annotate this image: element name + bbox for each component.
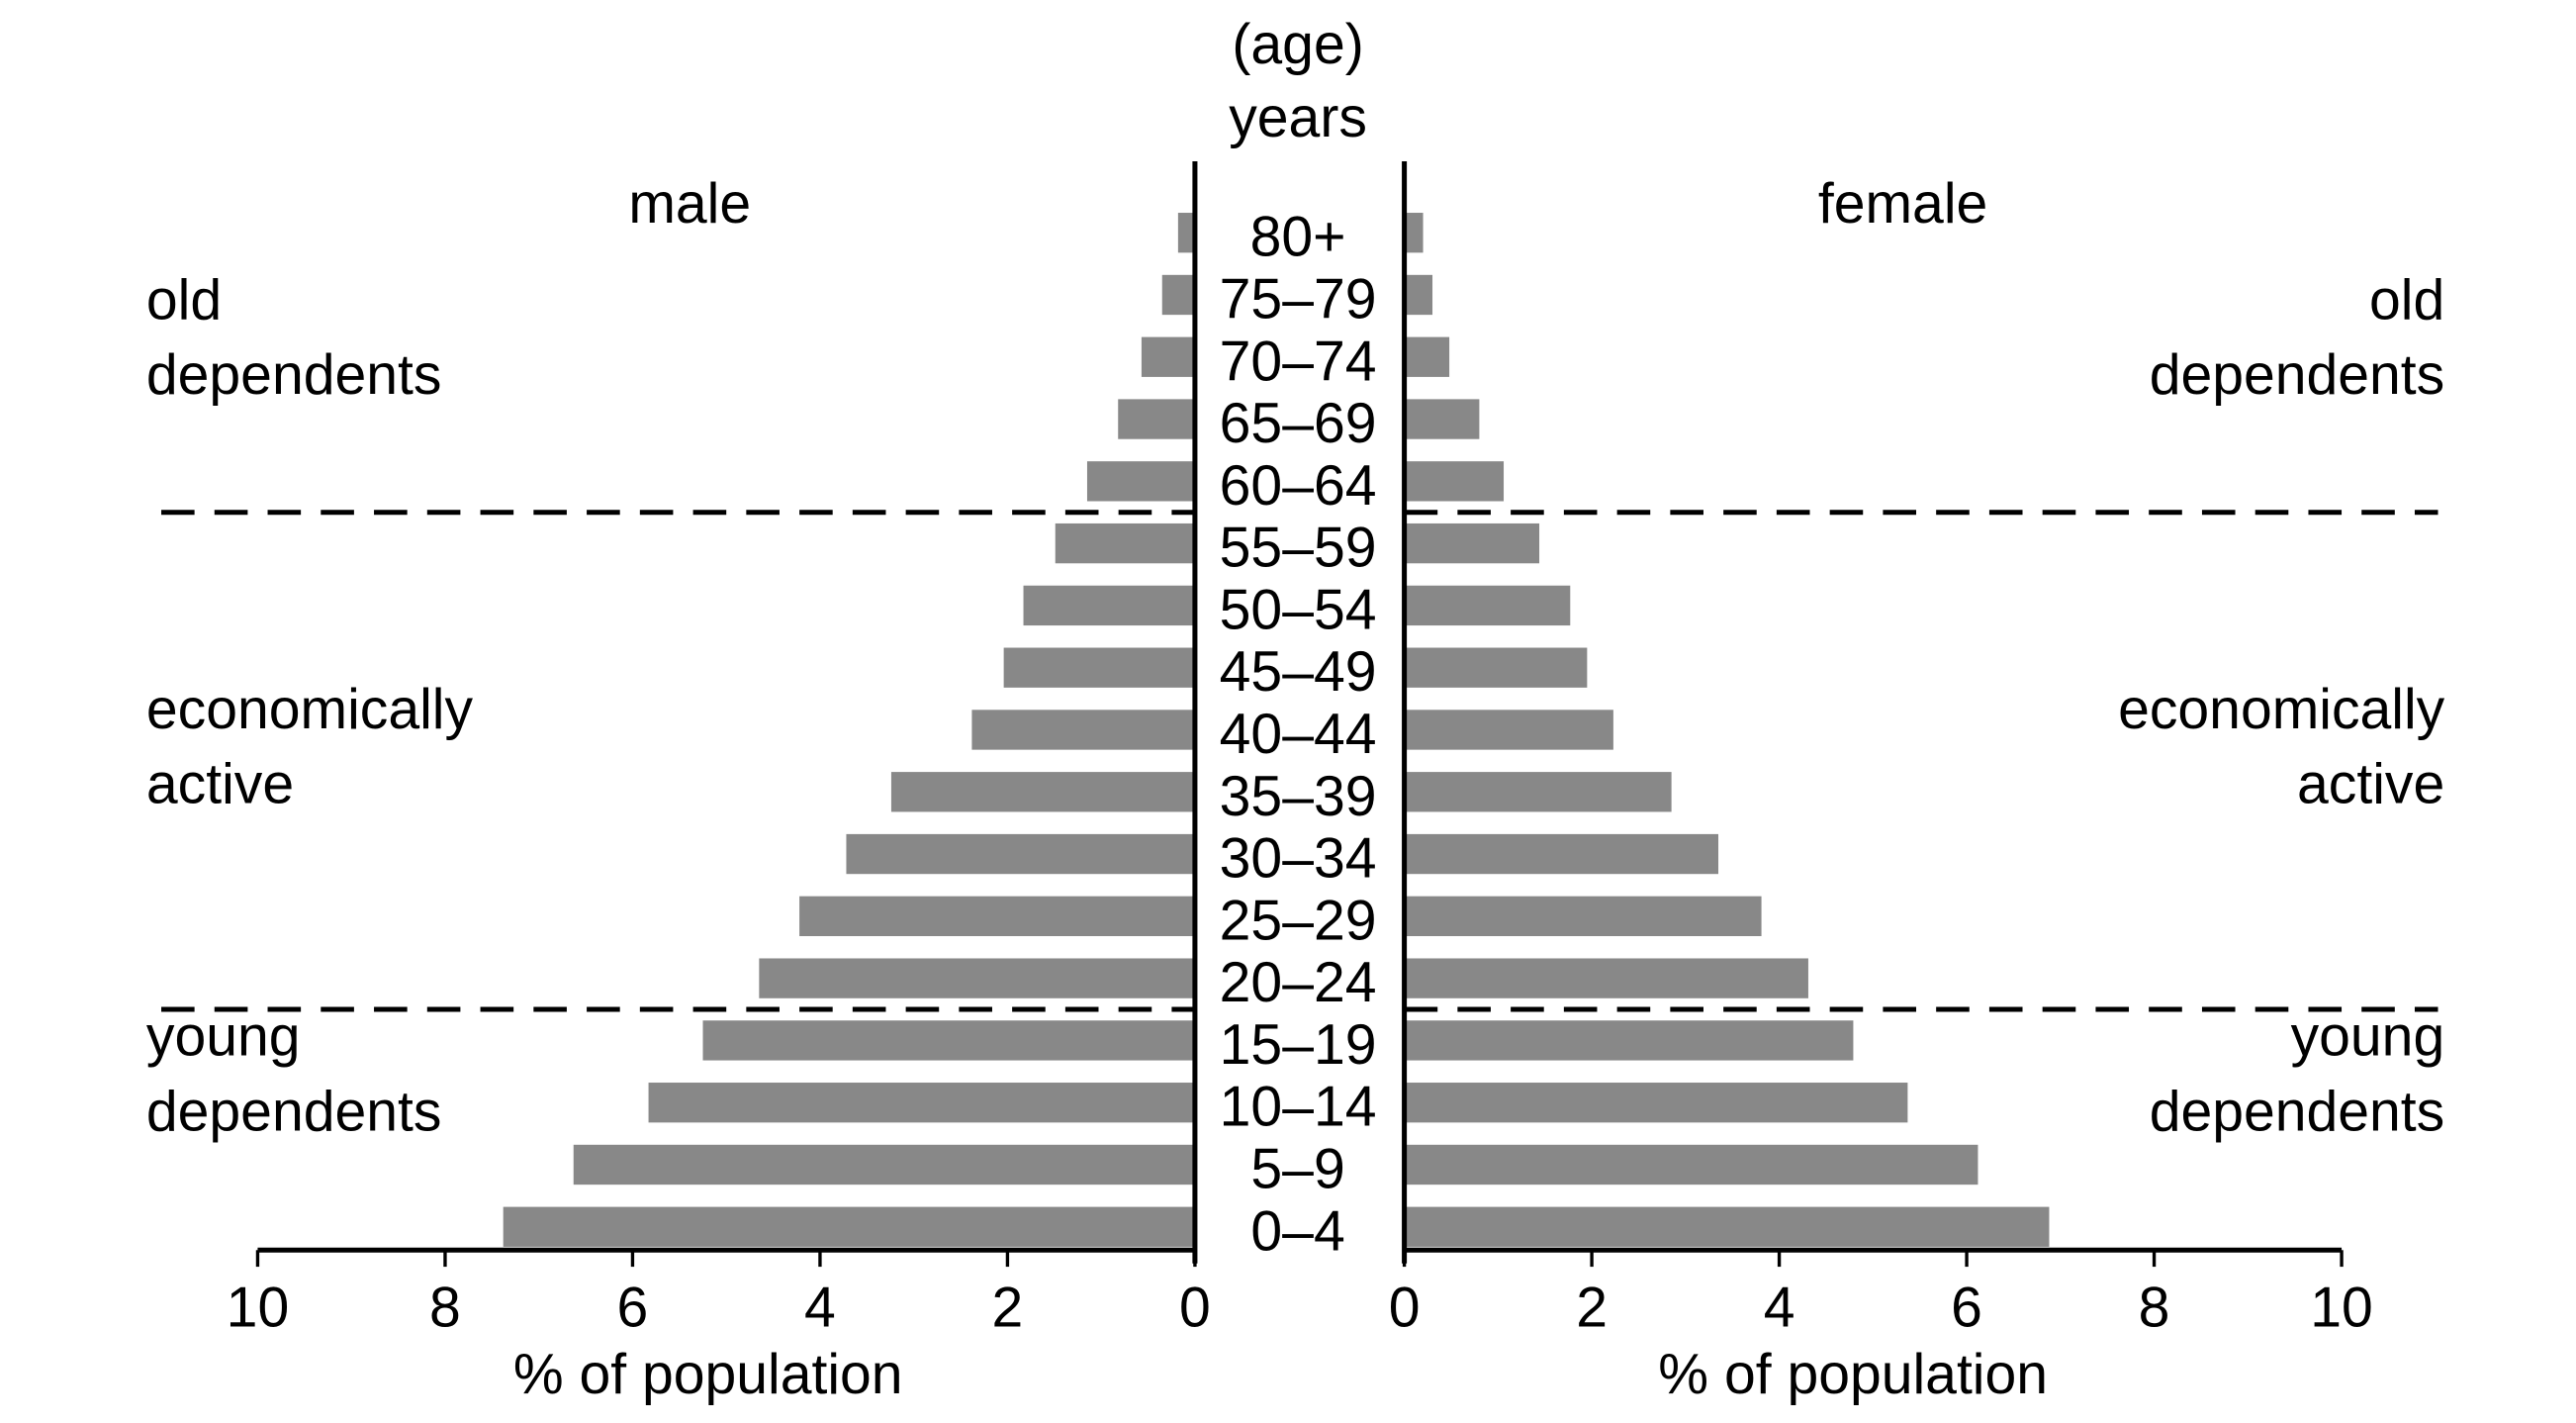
- female-bar-10: [1404, 833, 1718, 875]
- left-active-label-1: economically: [146, 678, 474, 741]
- left-old-label-1: old: [146, 269, 222, 332]
- age-group-label: 40–44: [1220, 703, 1377, 766]
- female-bar-3: [1404, 399, 1480, 439]
- male-x-axis-label: % of population: [513, 1343, 903, 1406]
- female-bar-15: [1404, 1144, 1978, 1186]
- age-title-line2: years: [1229, 86, 1367, 149]
- female-x-tick-label: 2: [1576, 1277, 1608, 1340]
- left-old-label-2: dependents: [146, 343, 442, 407]
- left-active-label-2: active: [146, 752, 294, 815]
- age-group-label: 70–74: [1220, 330, 1377, 393]
- female-x-tick-label: 8: [2139, 1277, 2170, 1340]
- male-bar-6: [1023, 585, 1195, 626]
- male-bar-3: [1118, 399, 1195, 439]
- male-x-tick-label: 8: [429, 1277, 461, 1340]
- female-bar-13: [1404, 1020, 1854, 1061]
- female-bar-0: [1404, 213, 1424, 253]
- male-bar-12: [759, 958, 1195, 998]
- male-bar-10: [846, 833, 1195, 875]
- male-bar-9: [890, 772, 1195, 812]
- male-label: male: [628, 172, 751, 236]
- age-group-label: 75–79: [1220, 267, 1377, 331]
- age-group-label: 55–59: [1220, 517, 1377, 580]
- male-bar-13: [702, 1020, 1195, 1061]
- female-x-tick-label: 6: [1951, 1277, 1982, 1340]
- male-x-tick-label: 4: [804, 1277, 836, 1340]
- female-bar-2: [1404, 336, 1450, 377]
- age-group-label: 30–34: [1220, 827, 1377, 891]
- female-bar-4: [1404, 461, 1505, 502]
- right-old-label-1: old: [2369, 269, 2444, 332]
- female-bar-16: [1404, 1206, 2050, 1247]
- age-group-label: 20–24: [1220, 951, 1377, 1014]
- female-x-tick-label: 10: [2310, 1277, 2373, 1340]
- female-x-tick-label: 0: [1389, 1277, 1421, 1340]
- female-bar-8: [1404, 710, 1613, 750]
- age-group-label: 80+: [1250, 206, 1346, 269]
- age-group-label: 45–49: [1220, 640, 1377, 704]
- female-bar-5: [1404, 522, 1540, 564]
- male-bar-0: [1177, 213, 1195, 253]
- female-bar-11: [1404, 896, 1762, 936]
- male-x-tick-label: 6: [617, 1277, 649, 1340]
- male-bar-5: [1055, 522, 1195, 564]
- right-old-label-2: dependents: [2150, 343, 2445, 407]
- age-group-label: 15–19: [1220, 1013, 1377, 1077]
- right-active-label-2: active: [2297, 752, 2444, 815]
- male-bar-15: [573, 1144, 1195, 1186]
- male-bar-7: [1003, 647, 1195, 688]
- male-bar-11: [799, 896, 1195, 936]
- male-bar-1: [1161, 274, 1195, 316]
- age-group-label: 10–14: [1220, 1076, 1377, 1139]
- right-active-label-1: economically: [2118, 678, 2445, 741]
- male-x-tick-label: 10: [227, 1277, 290, 1340]
- male-bar-4: [1086, 461, 1195, 502]
- male-bar-16: [503, 1206, 1195, 1247]
- age-group-label: 50–54: [1220, 578, 1377, 641]
- male-bar-8: [971, 710, 1195, 750]
- male-bar-14: [648, 1083, 1195, 1123]
- male-bar-2: [1141, 336, 1195, 377]
- age-group-label: 0–4: [1250, 1199, 1344, 1263]
- female-bar-12: [1404, 958, 1808, 998]
- age-group-label: 35–39: [1220, 765, 1377, 828]
- female-x-tick-label: 4: [1764, 1277, 1795, 1340]
- right-young-label-1: young: [2291, 1005, 2445, 1069]
- female-label: female: [1818, 172, 1987, 236]
- age-group-label: 5–9: [1250, 1138, 1344, 1201]
- age-group-label: 25–29: [1220, 889, 1377, 952]
- female-bar-7: [1404, 647, 1588, 688]
- male-x-tick-label: 0: [1179, 1277, 1211, 1340]
- left-young-label-2: dependents: [146, 1080, 442, 1143]
- age-group-label: 60–64: [1220, 454, 1377, 518]
- female-bar-14: [1404, 1083, 1908, 1123]
- age-title-line1: (age): [1232, 13, 1363, 76]
- female-bar-9: [1404, 772, 1672, 812]
- left-young-label-1: young: [146, 1005, 301, 1069]
- female-bar-1: [1404, 274, 1433, 316]
- female-x-axis-label: % of population: [1658, 1343, 2048, 1406]
- age-group-label: 65–69: [1220, 392, 1377, 455]
- female-bar-6: [1404, 585, 1571, 626]
- male-x-tick-label: 2: [992, 1277, 1024, 1340]
- right-young-label-2: dependents: [2150, 1080, 2445, 1143]
